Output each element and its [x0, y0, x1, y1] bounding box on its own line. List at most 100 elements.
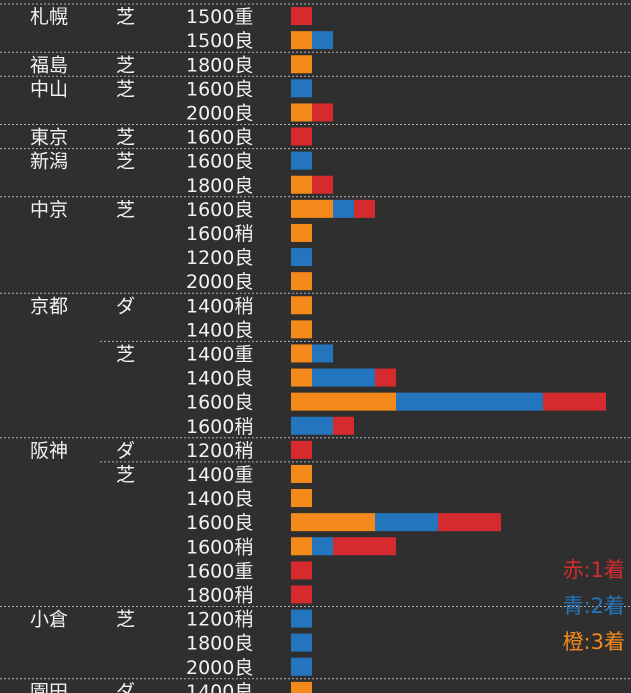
bar-third [291, 513, 375, 532]
bar-third [291, 489, 312, 508]
bar-first [312, 175, 333, 194]
venue-label: 小倉 [30, 609, 68, 631]
condition-label: 1600稍 [186, 536, 253, 558]
venue-label: 福島 [30, 54, 68, 76]
bar-first [291, 561, 312, 580]
legend-third: 橙:3着 [562, 630, 625, 654]
bar-second [396, 392, 543, 411]
bar-second [291, 609, 312, 628]
condition-label: 2000良 [186, 657, 253, 679]
bar-first [438, 513, 501, 532]
condition-label: 1800良 [186, 54, 253, 76]
surface-label: 芝 [116, 78, 135, 100]
condition-label: 1600良 [186, 392, 253, 414]
condition-label: 2000良 [186, 271, 253, 293]
surface-label: 芝 [116, 6, 135, 28]
bar-second [291, 79, 312, 98]
bar-third [291, 537, 312, 556]
surface-label: 芝 [116, 343, 135, 365]
bar-third [291, 55, 312, 74]
bar-first [543, 392, 606, 411]
condition-label: 1800良 [186, 633, 253, 655]
bar-second [291, 151, 312, 170]
surface-label: ダ [116, 681, 135, 693]
legend-second: 青:2着 [562, 594, 625, 618]
surface-label: 芝 [116, 199, 135, 221]
bar-second [291, 657, 312, 676]
venue-label: 京都 [30, 295, 68, 317]
surface-label: ダ [116, 440, 135, 462]
condition-label: 1500良 [186, 30, 253, 52]
bar-third [291, 199, 333, 218]
surface-label: 芝 [116, 609, 135, 631]
surface-label: 芝 [116, 151, 135, 173]
venue-label: 新潟 [30, 151, 68, 173]
condition-label: 1800稍 [186, 584, 253, 606]
condition-label: 1200稍 [186, 609, 253, 631]
venue-label: 中京 [30, 199, 68, 221]
bar-first [333, 537, 396, 556]
surface-label: 芝 [116, 464, 135, 486]
bar-third [291, 223, 312, 242]
condition-label: 1400重 [186, 464, 253, 486]
condition-label: 1400良 [186, 488, 253, 510]
condition-label: 2000良 [186, 102, 253, 124]
bar-third [291, 103, 312, 122]
bar-second [312, 368, 375, 387]
condition-label: 1600良 [186, 512, 253, 534]
bar-first [291, 127, 312, 146]
bar-third [291, 31, 312, 50]
condition-label: 1200良 [186, 247, 253, 269]
condition-label: 1600重 [186, 560, 253, 582]
condition-label: 1400良 [186, 368, 253, 390]
venue-label: 中山 [30, 78, 68, 100]
bar-first [333, 416, 354, 435]
condition-label: 1600稍 [186, 223, 253, 245]
condition-label: 1600良 [186, 199, 253, 221]
bar-first [291, 440, 312, 459]
bar-third [291, 392, 396, 411]
bar-third [291, 368, 312, 387]
condition-label: 1600稍 [186, 416, 253, 438]
condition-label: 1200稍 [186, 440, 253, 462]
bar-third [291, 175, 312, 194]
bar-second [333, 199, 354, 218]
bar-first [291, 7, 312, 26]
surface-label: ダ [116, 295, 135, 317]
legend-first: 赤:1着 [562, 558, 625, 582]
venue-label: 園田 [30, 681, 68, 693]
bar-second [291, 416, 333, 435]
bar-second [291, 633, 312, 652]
condition-label: 1600良 [186, 151, 253, 173]
bar-second [375, 513, 438, 532]
bar-first [354, 199, 375, 218]
bar-third [291, 296, 312, 315]
condition-label: 1600良 [186, 78, 253, 100]
condition-label: 1400稍 [186, 295, 253, 317]
bar-first [291, 585, 312, 604]
venue-label: 阪神 [30, 440, 68, 462]
bar-second [312, 537, 333, 556]
venue-label: 札幌 [30, 6, 68, 28]
condition-label: 1600良 [186, 127, 253, 149]
bar-third [291, 320, 312, 339]
bar-second [312, 344, 333, 363]
bar-second [312, 31, 333, 50]
legend: 赤:1着 青:2着 橙:3着 [563, 552, 625, 660]
venue-label: 東京 [30, 127, 68, 149]
condition-label: 1400良 [186, 681, 253, 693]
bar-third [291, 344, 312, 363]
bar-third [291, 464, 312, 483]
surface-label: 芝 [116, 127, 135, 149]
bar-first [312, 103, 333, 122]
condition-label: 1400重 [186, 343, 253, 365]
bar-third [291, 272, 312, 291]
bar-third [291, 681, 312, 693]
condition-label: 1400良 [186, 319, 253, 341]
bar-first [375, 368, 396, 387]
condition-label: 1500重 [186, 6, 253, 28]
bar-second [291, 248, 312, 267]
condition-label: 1800良 [186, 175, 253, 197]
surface-label: 芝 [116, 54, 135, 76]
